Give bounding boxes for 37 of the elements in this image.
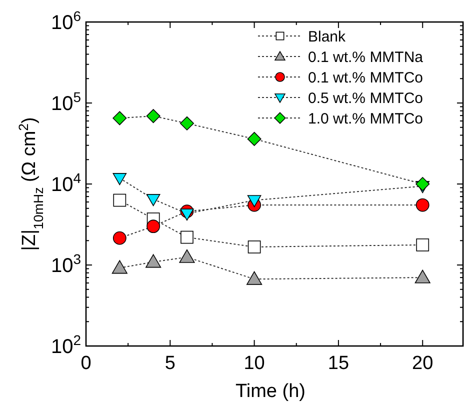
legend-label: 0.1 wt.% MMTNa xyxy=(308,49,424,66)
point xyxy=(113,194,126,207)
legend-label: 1.0 wt.% MMTCo xyxy=(308,110,424,128)
point xyxy=(247,132,262,146)
point xyxy=(416,238,430,252)
y-tick-label: 10$^{5}$ xyxy=(50,89,82,115)
x-tick-label: 10 xyxy=(244,353,265,374)
y-tick-label: 10$^{4}$ xyxy=(50,170,82,196)
point xyxy=(246,271,262,285)
x-tick-label: 0 xyxy=(80,353,92,374)
legend-label: 0.5 wt.% MMTCo xyxy=(308,90,424,107)
point xyxy=(146,254,162,268)
point xyxy=(414,270,430,284)
y-tick-label: 10$^{3}$ xyxy=(50,251,82,277)
y-tick-label: 10$^{2}$ xyxy=(50,332,82,358)
x-tick-label: 20 xyxy=(412,353,434,374)
point xyxy=(416,198,430,212)
point xyxy=(112,111,127,126)
point xyxy=(180,230,194,244)
point xyxy=(248,240,261,254)
point xyxy=(180,208,194,221)
point xyxy=(146,194,160,206)
x-tick-label: 15 xyxy=(328,353,350,374)
point xyxy=(416,177,430,191)
point xyxy=(179,249,195,263)
point xyxy=(180,116,194,130)
legend-label: Blank xyxy=(308,28,346,46)
point xyxy=(112,231,126,245)
point xyxy=(146,220,160,234)
legend-label: 0.1 wt.% MMTCo xyxy=(308,70,424,86)
point xyxy=(112,173,127,186)
x-axis-title: Time (h) xyxy=(235,381,306,402)
x-tick-label: 5 xyxy=(164,353,176,374)
y-tick-label: 10$^{6}$ xyxy=(50,8,82,34)
point xyxy=(247,195,262,208)
point xyxy=(112,260,128,274)
point xyxy=(146,109,160,124)
